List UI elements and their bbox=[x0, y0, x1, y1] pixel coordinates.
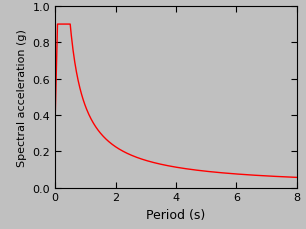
Y-axis label: Spectral acceleration (g): Spectral acceleration (g) bbox=[17, 29, 27, 166]
X-axis label: Period (s): Period (s) bbox=[146, 208, 206, 221]
